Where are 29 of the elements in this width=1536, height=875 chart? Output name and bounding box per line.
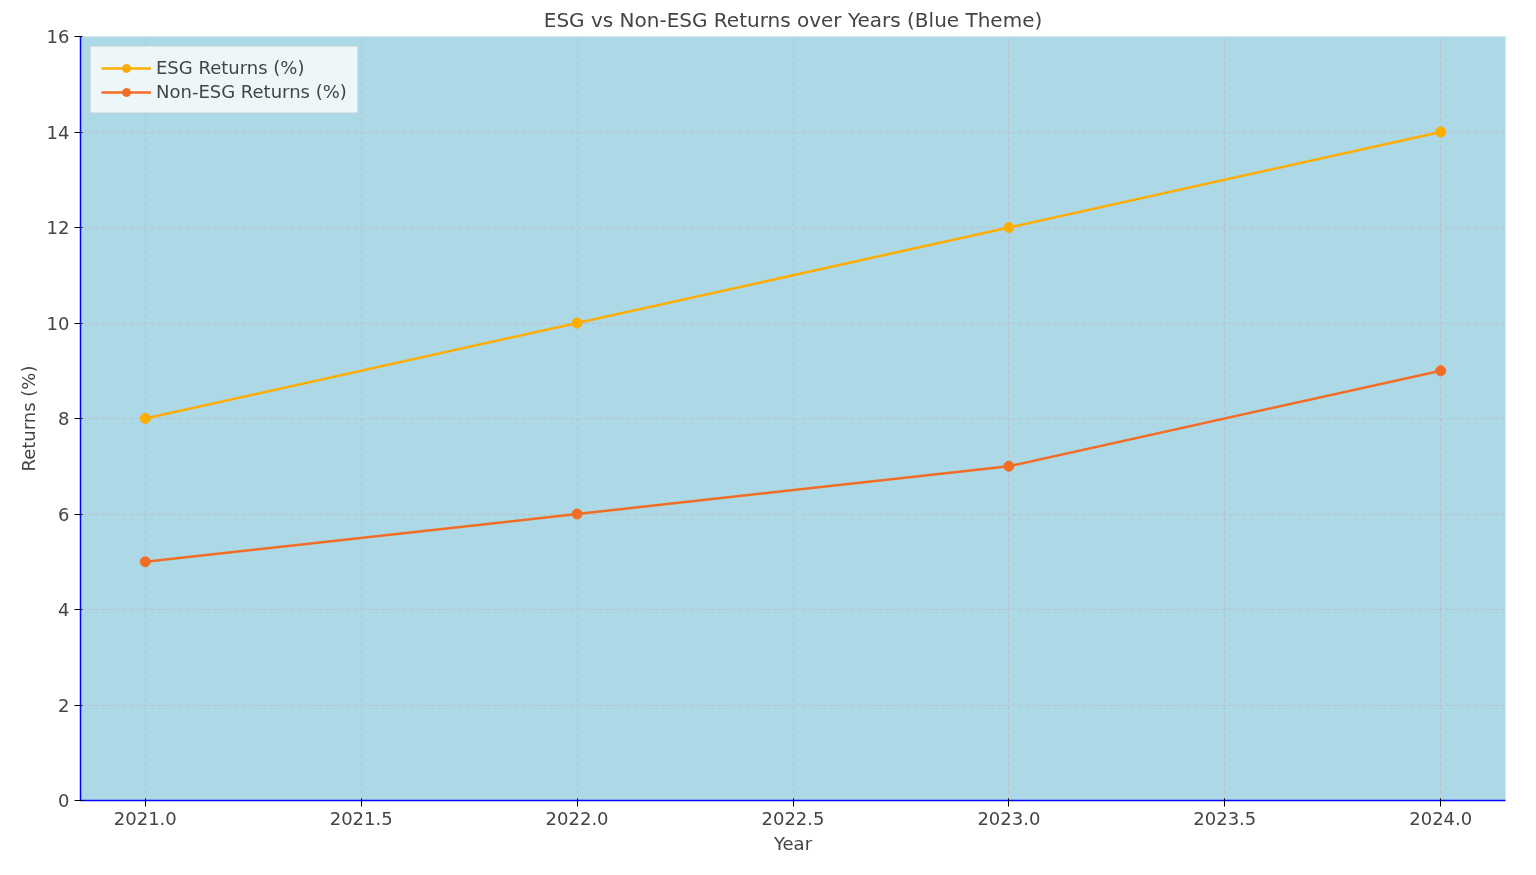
y-tick-label: 4 [58, 599, 70, 620]
point [571, 317, 583, 329]
y-tick-label: 14 [46, 121, 70, 143]
legend-label: Non-ESG Returns (%) [156, 81, 347, 102]
point [139, 556, 151, 568]
y-tick-label: 8 [58, 408, 70, 429]
y-axis-title: Returns (%) [17, 365, 39, 472]
point [1003, 460, 1015, 472]
point [1435, 365, 1447, 377]
point [1435, 126, 1447, 138]
x-axis-title: Year [772, 832, 813, 854]
x-tick-label: 2024.0 [1409, 807, 1473, 829]
y-tick-label: 0 [58, 790, 70, 811]
x-tick-label: 2023.5 [1193, 807, 1257, 829]
y-tick-label: 16 [46, 26, 70, 47]
chart-title: ESG vs Non-ESG Returns over Years (Blue Theme) [543, 7, 1043, 32]
y-tick-label: 10 [46, 312, 70, 334]
x-tick-label: 2021.0 [113, 807, 177, 829]
point [571, 508, 583, 520]
y-tick-label: 6 [58, 503, 70, 525]
y-tick-label: 2 [58, 694, 70, 716]
point [1003, 222, 1015, 233]
x-tick-label: 2021.5 [329, 807, 393, 829]
point [139, 413, 151, 424]
y-tick-label: 12 [46, 217, 70, 238]
x-tick-label: 2022.0 [545, 807, 609, 829]
x-tick-label: 2023.0 [977, 807, 1041, 829]
legend-label: ESG Returns (%) [156, 57, 305, 78]
x-tick-label: 2022.5 [761, 807, 825, 829]
